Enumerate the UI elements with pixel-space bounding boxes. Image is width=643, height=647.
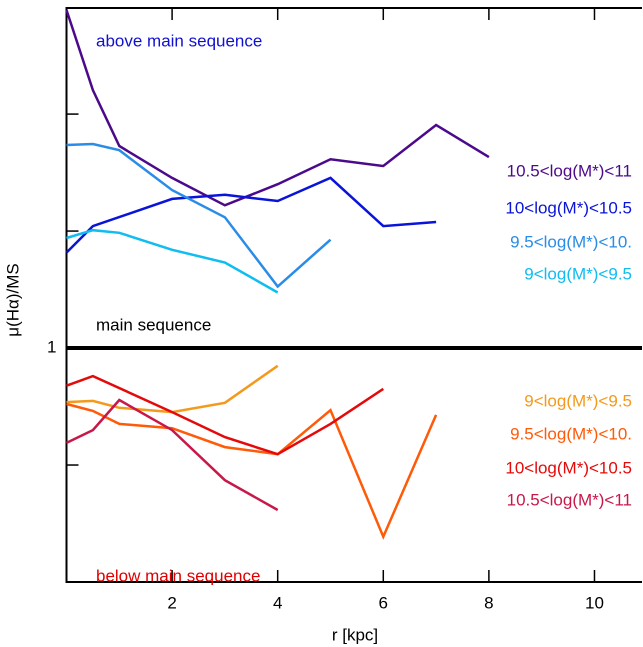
series-line xyxy=(65,398,279,512)
axis-frame xyxy=(65,7,642,583)
legend-label: 10<log(M*)<10.5 xyxy=(505,458,632,477)
x-tick-label: 4 xyxy=(273,593,282,612)
legend-label: 10<log(M*)<10.5 xyxy=(505,198,632,217)
legend-label: 10.5<log(M*)<11 xyxy=(507,490,632,509)
x-tick-label: 6 xyxy=(379,593,388,612)
legend-label: 9<log(M*)<9.5 xyxy=(524,264,632,283)
annotation: above main sequence xyxy=(96,31,262,50)
legend-label: 9<log(M*)<9.5 xyxy=(524,391,632,410)
series-line xyxy=(65,9,490,207)
x-tick-label: 2 xyxy=(167,593,176,612)
x-tick-label: 10 xyxy=(585,593,604,612)
legend-label: 10.5<log(M*)<11 xyxy=(507,161,632,180)
y-tick-label: 1 xyxy=(47,338,56,357)
y-axis-label: μ(Hα)/MS xyxy=(3,263,22,336)
series-line xyxy=(66,228,279,294)
series-line xyxy=(66,364,279,414)
series-line xyxy=(66,374,384,456)
legend-label: 9.5<log(M*)<10. xyxy=(510,232,632,251)
legend-label: 9.5<log(M*)<10. xyxy=(510,424,632,443)
annotation: below main sequence xyxy=(96,566,260,585)
series-line xyxy=(66,402,438,540)
series-line xyxy=(66,142,332,289)
series-line xyxy=(65,176,437,254)
x-axis-label: r [kpc] xyxy=(332,625,378,644)
x-tick-label: 8 xyxy=(484,593,493,612)
annotation: main sequence xyxy=(96,315,211,334)
